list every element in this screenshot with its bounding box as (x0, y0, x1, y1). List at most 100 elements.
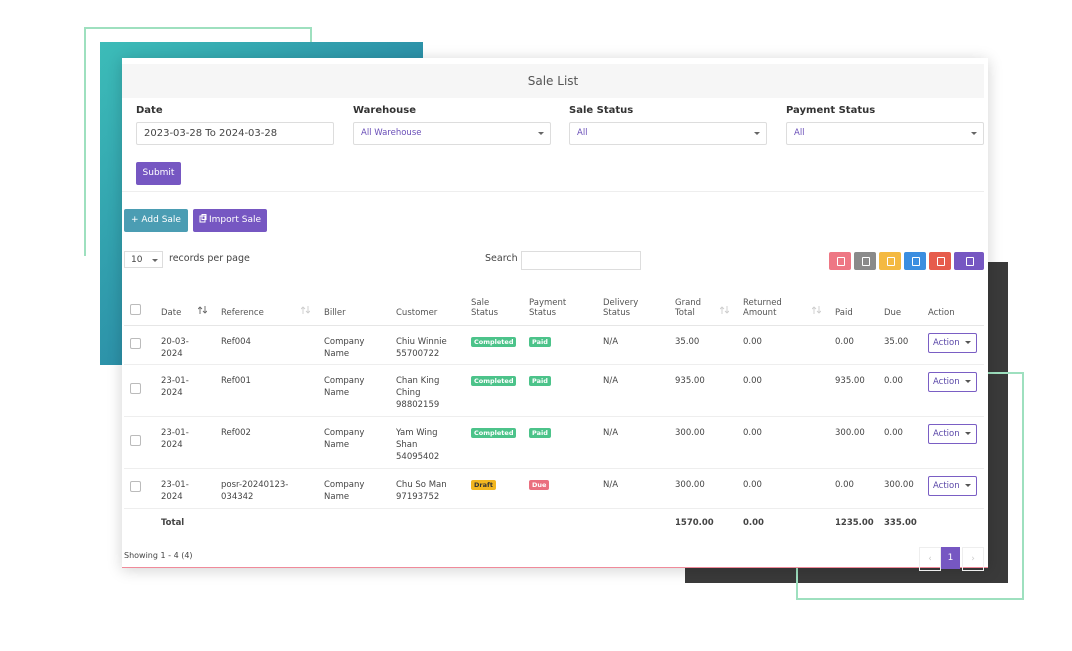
filter-label: Warehouse (353, 105, 416, 116)
cell-text: 0.00 (884, 376, 903, 386)
filter: Date 2023-03-28 To 2024-03-28 (136, 105, 334, 145)
cell-text: 300.00 (675, 428, 705, 438)
column-label: Delivery Status (603, 298, 639, 318)
search-input[interactable] (521, 251, 641, 270)
cell (465, 509, 523, 535)
export-icon (887, 257, 895, 266)
sort-icon (300, 306, 311, 316)
import-sale-label: Import Sale (209, 215, 261, 225)
column-label: Action (928, 308, 955, 318)
filter-label: Date (136, 105, 163, 116)
cell-text: 0.00 (743, 337, 762, 347)
export-button[interactable] (954, 252, 984, 270)
filter-input[interactable]: All (569, 122, 767, 145)
cell: Action (922, 416, 984, 469)
caret (964, 484, 971, 490)
sort-icon (197, 306, 208, 316)
cell (922, 509, 984, 535)
export-toolbar (829, 252, 984, 270)
cell: Paid (523, 416, 597, 469)
total-row: Total 1570.00 0.00 1235.00 335.00 (124, 509, 984, 535)
export-icon (966, 257, 974, 266)
submit-button[interactable]: Submit (136, 162, 181, 185)
cell: Chiu Winnie 55700722 (390, 325, 465, 365)
prev-page[interactable]: ‹ (919, 547, 941, 571)
checkbox[interactable] (130, 435, 141, 446)
import-icon (199, 214, 207, 223)
cell: Due (523, 468, 597, 509)
status-badge: Paid (529, 337, 551, 347)
cell-text: 300.00 (675, 480, 705, 490)
page-button[interactable]: 1 (941, 547, 960, 569)
filter-label: Sale Status (569, 105, 634, 116)
cell-text: N/A (603, 480, 619, 490)
header-cell: Returned Amount (737, 288, 829, 326)
cell-text: 35.00 (884, 337, 909, 347)
export-button[interactable] (904, 252, 926, 270)
cell-text: N/A (603, 428, 619, 438)
cell: N/A (597, 468, 669, 509)
export-icon (937, 257, 945, 266)
filter: Warehouse All Warehouse (353, 105, 551, 145)
card-title: Sale List (122, 64, 984, 98)
export-button[interactable] (929, 252, 951, 270)
import-sale-button[interactable]: Import Sale (193, 209, 267, 232)
action-button[interactable]: Action (928, 424, 977, 444)
header-cell: Delivery Status (597, 288, 669, 326)
filter-input[interactable]: All Warehouse (353, 122, 551, 145)
filter-value: All (794, 128, 805, 138)
cell: 0.00 (737, 509, 829, 535)
status-badge: Paid (529, 376, 551, 386)
page-size-select[interactable]: 10 (124, 251, 163, 268)
action-button[interactable]: Action (928, 372, 977, 392)
sale-table: Date Reference Biller Customer Sale Status Pa… (124, 288, 984, 535)
filter-input[interactable]: All (786, 122, 984, 145)
export-button[interactable] (879, 252, 901, 270)
cell-text: 300.00 (835, 428, 865, 438)
export-button[interactable] (854, 252, 876, 270)
caret (964, 380, 971, 386)
cell-text: Ref001 (221, 376, 251, 386)
checkbox[interactable] (130, 304, 141, 315)
sort-icon (719, 306, 730, 316)
cell-text: 20-03-2024 (161, 337, 189, 359)
cell: 0.00 (737, 364, 829, 417)
cell: 23-01-2024 (155, 468, 215, 509)
cell: 20-03-2024 (155, 325, 215, 365)
cell: Company Name (318, 364, 390, 417)
action-button[interactable]: Action (928, 333, 977, 353)
sale-card: Sale List Submit + Add Sale Import Sale … (122, 58, 988, 571)
checkbox[interactable] (130, 337, 141, 349)
export-button[interactable] (829, 252, 851, 270)
cell-text: 935.00 (675, 376, 705, 386)
checkbox[interactable] (130, 481, 141, 492)
action-button[interactable]: Action (928, 476, 977, 496)
column-label: Customer (396, 308, 438, 318)
filter-label: Payment Status (786, 105, 876, 116)
cell: 0.00 (737, 325, 829, 365)
cell: Ref002 (215, 416, 318, 469)
cell-text: Yam Wing Shan 54095402 (396, 428, 440, 462)
header-cell: Due (878, 288, 922, 326)
cell-text: Chu So Man 97193752 (396, 480, 447, 502)
column-label: Due (884, 308, 902, 318)
status-badge: Completed (471, 376, 517, 386)
cell-text: 35.00 (675, 337, 700, 347)
add-sale-button[interactable]: + Add Sale (124, 209, 188, 232)
divider (122, 191, 984, 192)
next-page[interactable]: › (962, 547, 984, 571)
cell-text: 935.00 (835, 376, 865, 386)
filter: Payment Status All (786, 105, 984, 145)
cell-text: N/A (603, 376, 619, 386)
cell: 335.00 (878, 509, 922, 535)
filter-value: 2023-03-28 To 2024-03-28 (144, 128, 278, 139)
filter-input[interactable]: 2023-03-28 To 2024-03-28 (136, 122, 334, 145)
column-label: Paid (835, 308, 853, 318)
cell: 35.00 (878, 325, 922, 365)
cell-text: 0.00 (835, 337, 854, 347)
cell-text: 0.00 (743, 376, 762, 386)
sort-icon (811, 306, 822, 316)
checkbox[interactable] (130, 383, 141, 394)
showing-text: Showing 1 - 4 (4) (124, 551, 193, 560)
cell-text: posr-20240123-034342 (221, 480, 289, 502)
